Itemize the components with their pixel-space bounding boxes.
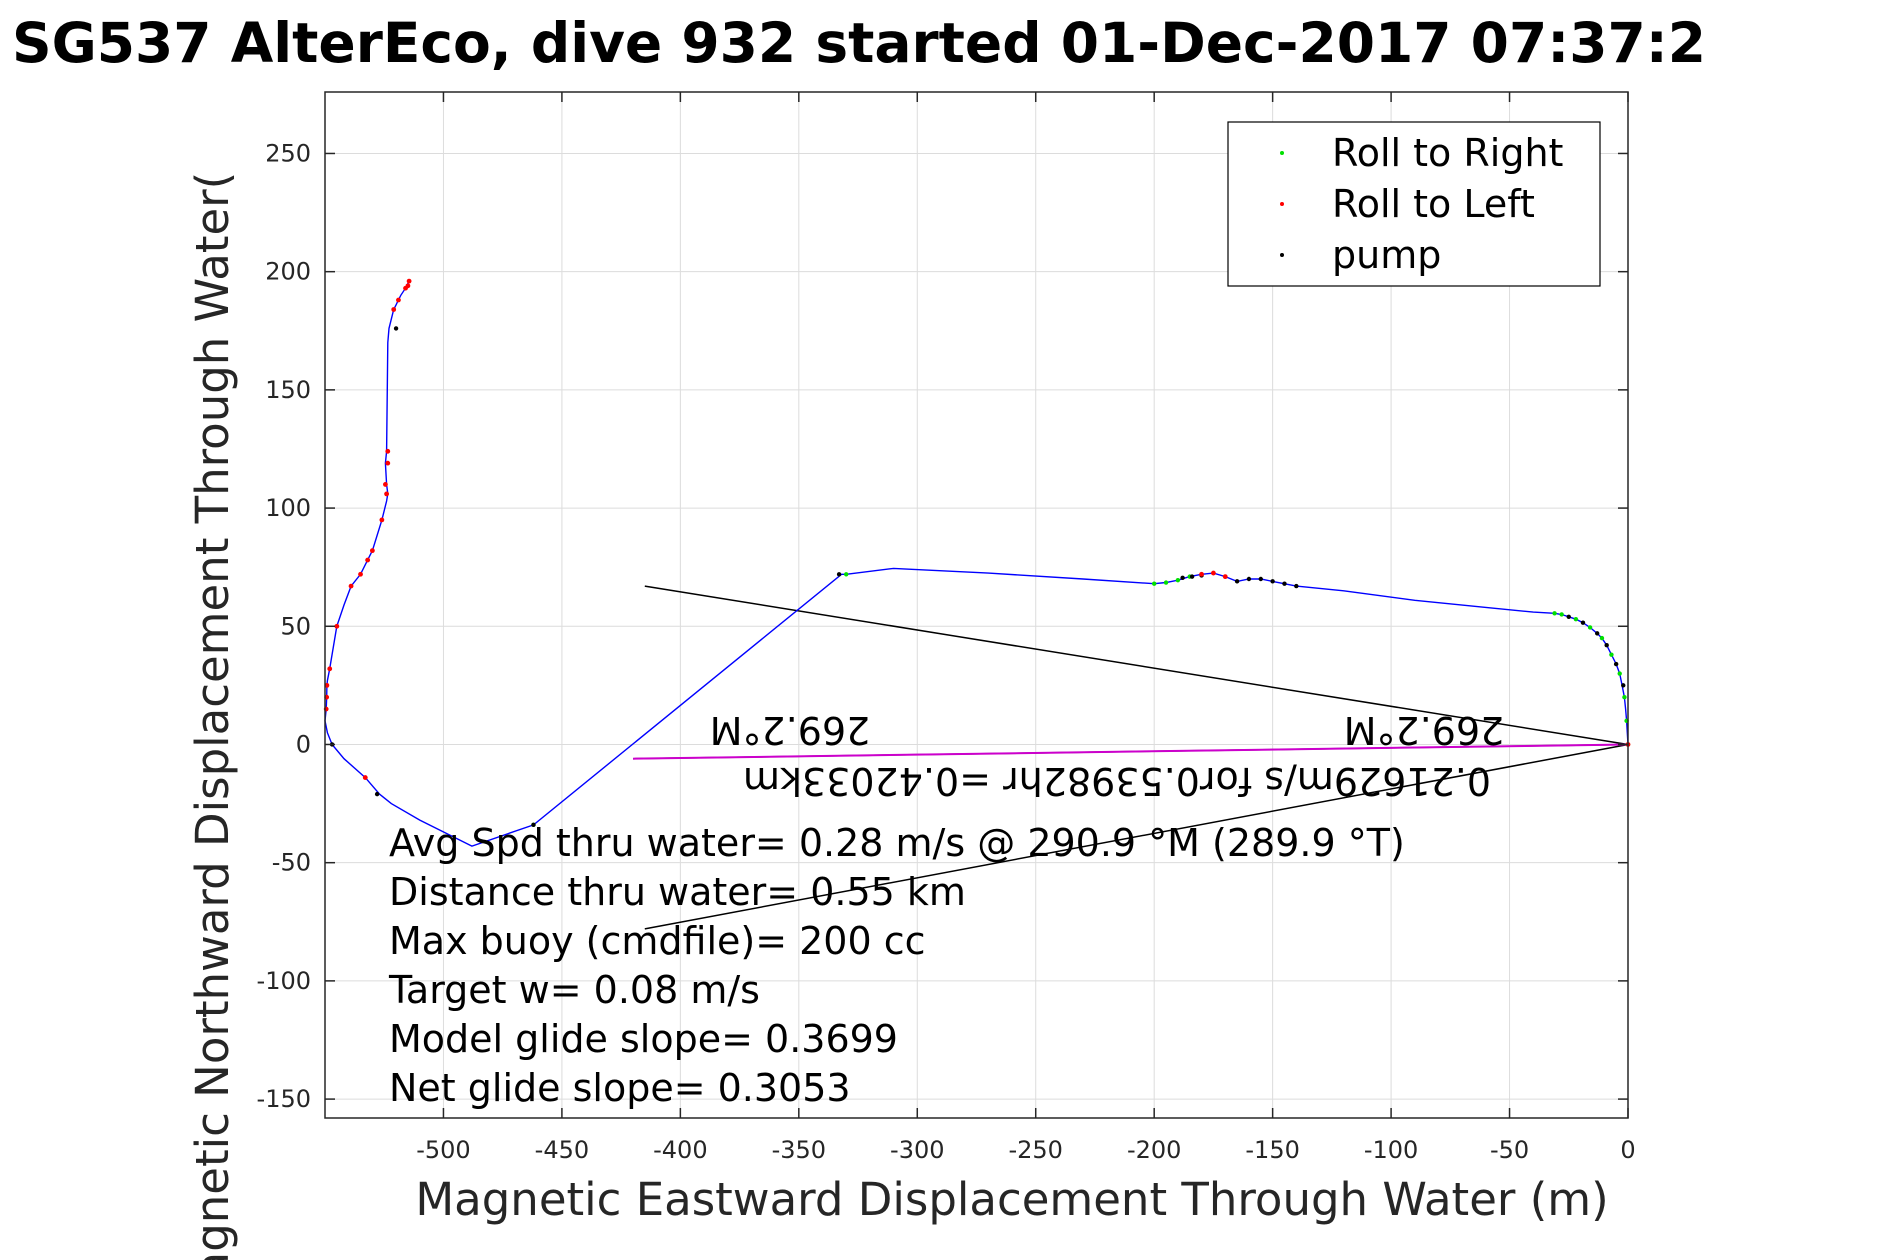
roll-right-point (1609, 652, 1614, 657)
roll-right-point (1163, 580, 1169, 585)
y-tick-label: -100 (257, 967, 311, 995)
roll-left-point (365, 557, 371, 563)
pump-point (1580, 620, 1586, 625)
legend-label-roll-left: Roll to Left (1332, 182, 1535, 226)
roll-left-point (396, 297, 401, 303)
legend-box (1227, 121, 1601, 287)
x-tick-label: -450 (535, 1136, 589, 1164)
roll-right-point (844, 572, 849, 577)
roll-left-point (348, 583, 354, 589)
pump-point (1282, 581, 1287, 586)
x-tick-label: -100 (1364, 1136, 1418, 1164)
pump-point (1258, 576, 1263, 582)
annotation-line: Target w= 0.08 m/s (388, 968, 760, 1012)
roll-right-point (1559, 612, 1564, 617)
pump-point (1270, 579, 1275, 584)
x-axis-label: Magnetic Eastward Displacement Through W… (415, 1173, 1608, 1226)
pump-point (1604, 642, 1609, 648)
annotation-line: Model glide slope= 0.3699 (389, 1017, 898, 1061)
roll-right-point (1622, 694, 1627, 700)
y-tick-label: -50 (272, 849, 311, 877)
legend-marker-roll-left (1280, 202, 1284, 206)
roll-left-point (1211, 570, 1216, 576)
heading-label-left: 269.2°M (710, 708, 871, 752)
roll-left-point (391, 307, 397, 312)
chart-title: SG537 AlterEco, dive 932 started 01-Dec-… (12, 11, 1706, 75)
roll-left-point (369, 548, 375, 554)
x-tick-label: -50 (1490, 1136, 1529, 1164)
roll-right-point (1573, 616, 1579, 622)
current-line (632, 743, 1629, 760)
x-tick-label: 0 (1620, 1136, 1635, 1164)
pump-point (1180, 575, 1185, 581)
roll-left-point (406, 278, 412, 284)
roll-right-point (1617, 671, 1622, 676)
roll-left-point (327, 666, 333, 672)
annotation-line: Net glide slope= 0.3053 (389, 1066, 851, 1110)
pump-point (531, 822, 536, 828)
roll-right-point (1599, 635, 1605, 641)
heading-label-right: 269.2°M (1344, 708, 1505, 752)
roll-left-point (334, 623, 340, 629)
legend-label-pump: pump (1332, 233, 1441, 277)
roll-left-point (384, 491, 389, 497)
roll-left-point (385, 460, 391, 466)
y-axis-label: Magnetic Northward Displacement Through … (186, 172, 239, 1260)
ticks: -500 -450 -400 -350 -300 -250 -200 -150 -100 -50 0… (257, 92, 1636, 1164)
x-tick-label: -200 (1127, 1136, 1181, 1164)
axes-box (324, 91, 1629, 1119)
pump-point (374, 791, 380, 797)
legend-marker-roll-right (1280, 151, 1284, 155)
pump-point (1294, 583, 1299, 589)
pump-point (836, 572, 842, 577)
y-tick-label: 0 (296, 730, 311, 758)
pump-point (1234, 579, 1240, 584)
annotation-line: Max buoy (cmdfile)= 200 cc (389, 919, 926, 963)
roll-left-point (358, 571, 363, 577)
y-tick-label: -150 (257, 1085, 311, 1113)
x-tick-label: -300 (890, 1136, 944, 1164)
roll-left-point (362, 775, 368, 780)
y-tick-label: 250 (265, 139, 311, 167)
roll-right-point (1552, 611, 1557, 616)
roll-left-point (1199, 571, 1204, 577)
annotation-line: Distance thru water= 0.55 km (389, 870, 966, 914)
legend-marker-pump (1280, 253, 1284, 257)
roll-right-point (1175, 577, 1181, 583)
heading-line (644, 743, 1629, 930)
x-tick-label: -500 (416, 1136, 470, 1164)
roll-left-point (379, 517, 385, 523)
pump-point (1621, 683, 1626, 688)
current-summary-label: 0.21629m/s for0.53982hr =0.42033km (743, 759, 1491, 803)
track-line (324, 280, 1629, 847)
plot-area (323, 278, 1631, 930)
y-tick-label: 150 (265, 376, 311, 404)
roll-left-point (1222, 574, 1228, 580)
legend: Roll to Right Roll to Left pump (1227, 121, 1601, 287)
pump-point (1613, 661, 1619, 667)
pump-point (1246, 576, 1252, 582)
x-tick-label: -350 (772, 1136, 826, 1164)
pump-point (393, 326, 399, 331)
legend-label-roll-right: Roll to Right (1332, 131, 1563, 175)
x-tick-label: -150 (1245, 1136, 1299, 1164)
x-tick-label: -400 (653, 1136, 707, 1164)
roll-left-point (385, 448, 391, 454)
annotation-line: Avg Spd thru water= 0.28 m/s @ 290.9 °M … (389, 821, 1405, 865)
pump-point (1189, 574, 1195, 579)
roll-left-point (405, 283, 411, 289)
heading-line (644, 585, 1629, 746)
y-tick-label: 50 (280, 612, 311, 640)
pump-point (1566, 614, 1571, 620)
roll-right-point (1587, 625, 1593, 630)
pump-point (1595, 631, 1600, 636)
stats-annotations: Avg Spd thru water= 0.28 m/s @ 290.9 °M … (388, 821, 1405, 1110)
y-tick-label: 100 (265, 494, 311, 522)
x-tick-label: -250 (1008, 1136, 1062, 1164)
y-tick-label: 200 (265, 258, 311, 286)
roll-left-point (383, 482, 388, 487)
roll-right-point (1151, 581, 1157, 586)
